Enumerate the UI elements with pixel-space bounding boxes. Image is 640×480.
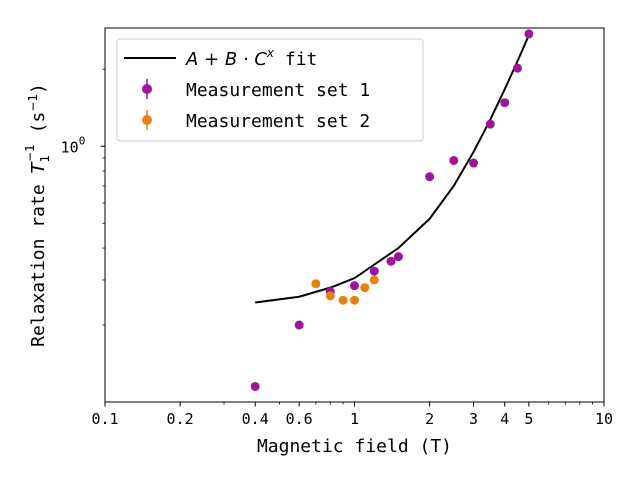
x-tick-label: 4 bbox=[500, 410, 509, 428]
legend-box bbox=[116, 38, 424, 142]
y-axis-label-symbol: T bbox=[28, 161, 49, 174]
series-1-point bbox=[250, 381, 260, 391]
y-tick-label: 100 bbox=[61, 134, 86, 156]
legend-series-2-label: Measurement set 2 bbox=[186, 111, 370, 132]
x-tick-label: 5 bbox=[524, 410, 533, 428]
y-axis-label-units-superscript: −1 bbox=[26, 94, 40, 112]
series-1-point bbox=[386, 256, 396, 266]
x-axis: 0.1 0.2 0.4 0.6 1 2 3 4 5 10 bbox=[91, 402, 613, 428]
series-1-point bbox=[449, 155, 459, 165]
x-tick-label: 0.2 bbox=[167, 410, 194, 428]
fit-line bbox=[255, 34, 530, 304]
series-1-point bbox=[350, 281, 359, 291]
legend-series-2-marker bbox=[142, 115, 152, 125]
legend: A + B · Cx fit Measurement set 1 Measureme… bbox=[116, 38, 424, 142]
series-1-point bbox=[469, 158, 479, 168]
x-tick-label: 0.4 bbox=[242, 410, 269, 428]
y-axis-label-main: Relaxation rate bbox=[28, 174, 49, 347]
series-1-point bbox=[512, 63, 522, 73]
series-2-point bbox=[325, 291, 335, 301]
series-2-point bbox=[369, 275, 379, 285]
y-axis: 100 bbox=[61, 68, 105, 326]
x-tick-label: 2 bbox=[425, 410, 434, 428]
series-2-point bbox=[350, 295, 359, 305]
series-2-point bbox=[338, 295, 348, 305]
x-tick-label: 1 bbox=[350, 410, 359, 428]
series-2-point bbox=[360, 283, 370, 293]
series-2-point bbox=[311, 279, 321, 289]
x-tick-label: 0.6 bbox=[286, 410, 313, 428]
y-axis-label-units: (s bbox=[28, 112, 49, 145]
plot-marks bbox=[250, 29, 534, 391]
series-1-point bbox=[485, 119, 495, 129]
y-axis-label-units-close: ) bbox=[28, 83, 49, 94]
x-axis-label: Magnetic field (T) bbox=[257, 436, 452, 457]
series-1-point bbox=[369, 266, 379, 276]
series-1-point bbox=[524, 29, 534, 39]
legend-fit-label: A + B · Cx fit bbox=[185, 46, 317, 70]
legend-series-1-label: Measurement set 1 bbox=[186, 80, 370, 101]
x-tick-label: 0.1 bbox=[91, 410, 118, 428]
series-1-point bbox=[294, 320, 304, 330]
legend-series-1-marker bbox=[142, 84, 152, 94]
y-axis-label-subscript: 1 bbox=[38, 155, 52, 163]
series-1-point bbox=[500, 98, 510, 108]
series-1-point bbox=[393, 252, 403, 262]
x-tick-label: 3 bbox=[469, 410, 478, 428]
y-axis-label: Relaxation rate T1−1 (s−1) bbox=[23, 83, 52, 347]
x-tick-label: 10 bbox=[595, 410, 613, 428]
series-1-point bbox=[425, 172, 435, 182]
y-axis-label-superscript: −1 bbox=[23, 144, 37, 162]
